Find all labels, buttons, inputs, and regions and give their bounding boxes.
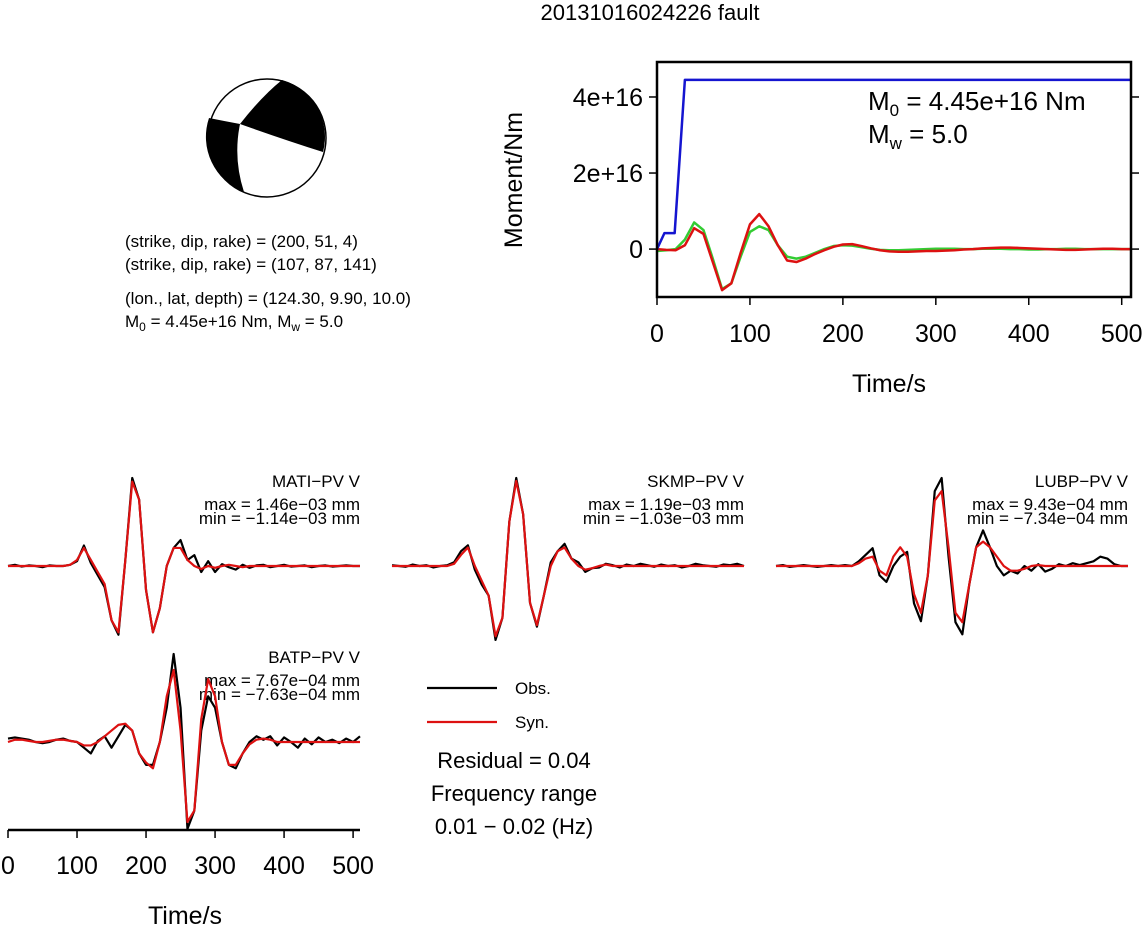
min-label: min = −7.63e−04 mm — [199, 685, 360, 704]
annotation-text: M — [868, 119, 890, 149]
annotation-text: = 4.45e+16 Nm — [899, 86, 1085, 116]
min-label: min = −1.14e−03 mm — [199, 509, 360, 528]
x-axis-label: Time/s — [148, 902, 222, 926]
x-tick-label: 0 — [650, 320, 664, 348]
legend-label: Syn. — [515, 713, 549, 732]
y-tick-label: 0 — [629, 236, 643, 264]
annotation-text: M — [868, 86, 890, 116]
max-label: max = 9.43e−04 mm — [972, 495, 1128, 514]
x-tick-label: 500 — [332, 852, 374, 880]
line — [776, 490, 1128, 624]
moment-text: = 5.0 — [300, 312, 343, 331]
station-label: BATP−PV V — [268, 648, 360, 667]
line — [7, 668, 360, 824]
beachball-lobe — [240, 80, 325, 152]
mechanism-text: (lon., lat, depth) = (124.30, 9.90, 10.0… — [125, 289, 411, 308]
moment-subscript: 0 — [139, 320, 146, 334]
max-label: max = 7.67e−04 mm — [204, 671, 360, 690]
station-label: SKMP−PV V — [647, 472, 745, 491]
line — [8, 480, 360, 634]
annotation: Residual = 0.04 — [437, 748, 591, 773]
beachball-lobe — [205, 118, 244, 192]
annotation: Mw = 5.0 — [868, 119, 968, 153]
x-tick-label: 300 — [194, 852, 236, 880]
x-tick-label: 100 — [729, 320, 771, 348]
x-tick-label: 100 — [56, 852, 98, 880]
mechanism-text: (strike, dip, rake) = (200, 51, 4) — [125, 232, 358, 251]
x-axis-label: Time/s — [852, 370, 926, 398]
annotation: Frequency range — [431, 781, 597, 806]
beachball — [205, 78, 327, 198]
max-label: max = 1.19e−03 mm — [588, 495, 744, 514]
station-label: MATI−PV V — [272, 472, 361, 491]
station-label: LUBP−PV V — [1035, 472, 1129, 491]
y-tick-label: 4e+16 — [573, 84, 643, 112]
x-tick-label: 0 — [1, 852, 15, 880]
min-label: min = −7.34e−04 mm — [967, 509, 1128, 528]
annotation: M0 = 4.45e+16 Nm — [868, 86, 1086, 120]
mechanism-text: M0 = 4.45e+16 Nm, Mw = 5.0 — [125, 312, 343, 334]
y-axis-label: Moment/Nm — [500, 112, 528, 248]
annotation: 0.01 − 0.02 (Hz) — [435, 814, 593, 839]
annotation-subscript: w — [889, 134, 903, 153]
y-tick-label: 2e+16 — [573, 160, 643, 188]
annotation-text: = 5.0 — [902, 119, 968, 149]
x-tick-label: 400 — [263, 852, 305, 880]
x-tick-label: 300 — [915, 320, 957, 348]
moment-text: = 4.45e+16 Nm, M — [146, 312, 292, 331]
moment-text: M — [125, 312, 139, 331]
line — [392, 479, 744, 638]
line — [657, 212, 1131, 292]
x-tick-label: 200 — [822, 320, 864, 348]
moment-subscript: w — [290, 320, 300, 334]
line — [657, 78, 1131, 250]
max-label: max = 1.46e−03 mm — [204, 495, 360, 514]
title: 20131016024226 fault — [541, 0, 760, 25]
x-tick-label: 500 — [1101, 320, 1143, 348]
legend-label: Obs. — [515, 679, 551, 698]
line — [657, 221, 1131, 291]
min-label: min = −1.03e−03 mm — [583, 509, 744, 528]
plot-frame — [655, 60, 1133, 299]
x-tick-label: 400 — [1008, 320, 1050, 348]
mechanism-text: (strike, dip, rake) = (107, 87, 141) — [125, 255, 377, 274]
annotation-subscript: 0 — [890, 101, 899, 120]
x-tick-label: 200 — [125, 852, 167, 880]
